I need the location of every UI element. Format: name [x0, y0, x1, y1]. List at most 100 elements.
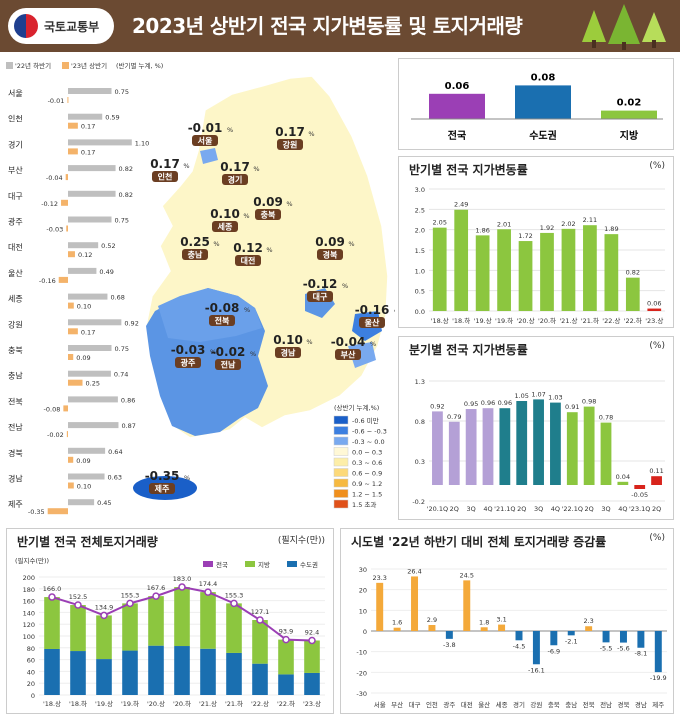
percent-sign: % [184, 474, 190, 482]
bar-capital [226, 652, 242, 695]
x-tick-label: 2Q [450, 505, 459, 513]
x-tick-label: 2Q [652, 505, 661, 513]
region-change-value: 24.5 [460, 571, 474, 579]
data-bar [448, 421, 460, 485]
data-bar [604, 234, 619, 311]
bar-h22-value: 0.75 [115, 88, 129, 96]
bar-h23 [66, 225, 68, 232]
legend-swatch [245, 561, 255, 567]
data-bar [518, 241, 533, 311]
data-bar [625, 277, 640, 311]
map-legend-swatch [333, 426, 349, 435]
region-name: 경남 [281, 348, 296, 358]
bar-h22-value: 0.52 [101, 242, 115, 250]
bar-h22 [68, 216, 112, 223]
x-tick-label: '22.하 [624, 316, 642, 325]
region-change-bar [515, 631, 523, 641]
bar-value-label: 0.06 [647, 300, 661, 308]
bar-h22-value: 0.86 [121, 396, 135, 404]
region-name-badge [317, 249, 343, 260]
x-tick-label: '19.하 [121, 699, 139, 708]
region-change-title: 시도별 '22년 하반기 대비 전체 토지거래량 증감률 [351, 535, 607, 549]
y-tick-label: 20 [359, 587, 367, 595]
region-axis-label: 경기 [8, 139, 23, 149]
region-name: 경북 [323, 250, 338, 260]
bar-local [122, 603, 138, 651]
x-tick-label: '18.하 [69, 699, 87, 708]
percent-sign: % [342, 282, 348, 290]
data-bar [497, 229, 511, 311]
x-tick-label: 서울 [374, 700, 386, 709]
total-point [74, 601, 82, 609]
region-change-panel: 시도별 '22년 하반기 대비 전체 토지거래량 증감률 (%) 30 20 10 0… [340, 528, 674, 714]
y-tick-label: 2.5 [415, 206, 425, 214]
bar-h22 [68, 267, 97, 274]
region-change-value: 26.4 [407, 567, 421, 575]
data-bar [647, 308, 662, 311]
bar-local [200, 592, 216, 649]
bar-capital [252, 663, 268, 695]
region-change-bar [411, 576, 419, 631]
summary-bar [429, 93, 485, 119]
bar-value-label: 0.11 [649, 467, 663, 475]
total-point [152, 592, 160, 600]
bar-value-label: 1.86 [475, 226, 489, 234]
region-change-bar [602, 631, 610, 643]
x-tick-label: 충북 [548, 700, 560, 709]
bar-h22-value: 0.87 [121, 422, 135, 430]
bar-value-label: 0.91 [565, 403, 579, 411]
region-name-badge [307, 291, 333, 302]
region-change-value: -3.8 [443, 641, 456, 649]
region-name: 인천 [158, 172, 173, 182]
x-tick-label: '20.하 [538, 316, 556, 325]
map-legend-label: 0.9 ~ 1.2 [352, 480, 382, 488]
map-legend-label: 0.3 ~ 0.6 [352, 459, 382, 467]
y-tick-label: -20 [356, 669, 367, 677]
bar-value-label: 0.92 [430, 402, 444, 410]
region-name: 강원 [283, 140, 298, 150]
bar-h23 [68, 456, 74, 463]
region-name-badge [182, 249, 208, 260]
x-tick-label: 광주 [443, 701, 455, 709]
bar-value-label: 0.96 [481, 399, 495, 407]
region-axis-label: 광주 [8, 217, 23, 227]
bar-value-label: 2.02 [561, 220, 575, 228]
bar-h22 [68, 293, 108, 300]
legend-swatch [203, 561, 213, 567]
region-change-bar [498, 624, 506, 631]
region-name: 충북 [261, 210, 276, 220]
region-value: -0.12 [303, 277, 338, 291]
region-axis-label: 제주 [8, 500, 23, 509]
y-tick-label: 30 [359, 566, 367, 574]
bar-h22 [68, 473, 105, 480]
bar-h22-value: 0.63 [108, 474, 122, 482]
bar-h22-value: 0.92 [124, 319, 138, 327]
bar-h23 [68, 302, 74, 309]
region-name-badge [149, 483, 175, 494]
map-legend-label: 0.6 ~ 0.9 [352, 470, 382, 478]
region-axis-label: 충남 [8, 372, 23, 381]
total-value-label: 152.5 [69, 593, 88, 601]
bar-h22 [68, 88, 112, 94]
total-value-label: 174.4 [199, 580, 218, 588]
legend-swatch-h22 [6, 62, 13, 69]
percent-sign: % [227, 126, 233, 134]
summary-bar-value: 0.02 [617, 98, 642, 109]
data-bar [634, 485, 646, 489]
quarter-rate-panel: 분기별 전국 지가변동률 (%) -0.2 0.3 0.8 1.3 0.92 '20.1Q… [398, 336, 674, 520]
bar-h23-value: 0.25 [86, 380, 100, 388]
region-name-badge [222, 174, 248, 185]
x-tick-label: '22.1Q [562, 505, 583, 513]
total-value-label: 183.0 [173, 575, 192, 583]
region-change-chart: 30 20 10 0 -10 -20 -30 23.3 서울 1.6 부산 26.4 대구 2.9 인천 -3… [356, 566, 667, 709]
data-bar [583, 225, 597, 311]
region-name-badge [277, 139, 303, 150]
region-value: 0.17 [220, 160, 250, 174]
x-tick-label: '21.하 [581, 316, 599, 325]
data-bar [550, 402, 561, 485]
bar-h22 [68, 139, 132, 146]
bar-local [252, 620, 268, 664]
data-bar [583, 406, 595, 485]
region-name: 전남 [221, 360, 236, 370]
total-point [256, 616, 264, 624]
